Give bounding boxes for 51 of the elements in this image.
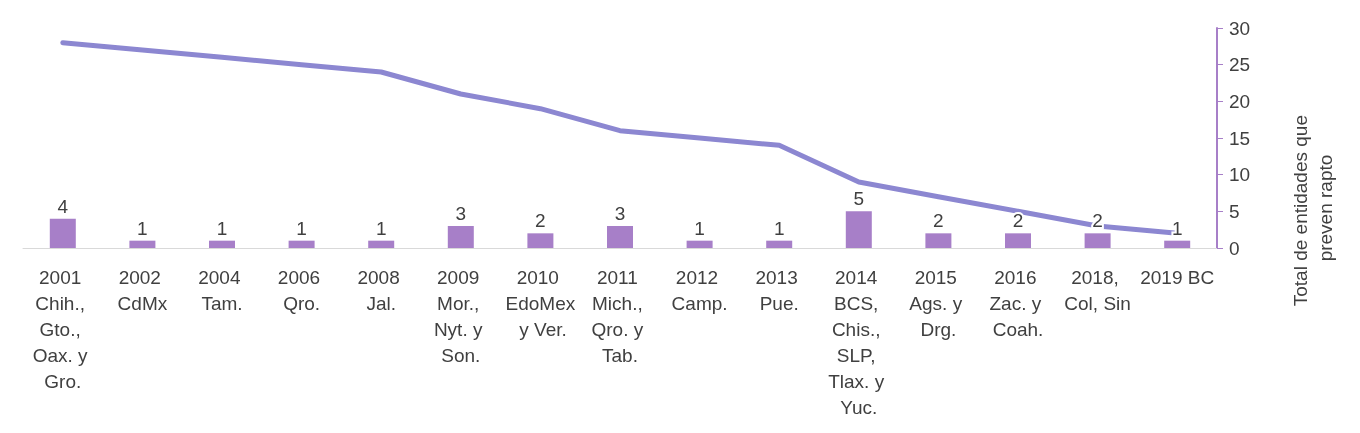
bar: [607, 226, 633, 248]
bar: [686, 240, 713, 248]
data-label: 2: [535, 210, 546, 232]
data-label: 5: [853, 188, 865, 210]
bar: [1005, 233, 1031, 248]
x-tick-label: 2001 Chih., Gto., Oax. y Gro.: [32, 266, 93, 392]
y-tick-label: 0: [1229, 237, 1240, 259]
data-label: 1: [216, 217, 228, 239]
data-label: 2: [1012, 210, 1024, 232]
y-tick-label: 15: [1229, 127, 1251, 149]
data-label: 2: [933, 210, 944, 232]
x-tick-label: 2015 Ags. y Drg.: [909, 266, 968, 340]
x-tick-label: 2006 Qro.: [277, 266, 326, 314]
x-tick-label: 2010 EdoMex y Ver.: [505, 266, 576, 340]
bar: [766, 240, 793, 248]
y-tick-label: 25: [1229, 54, 1251, 76]
bar: [368, 240, 395, 248]
x-tick-label: 2009 Mor., Nyt. y Son.: [433, 266, 488, 366]
bar: [845, 211, 872, 248]
data-label: 1: [375, 217, 387, 239]
y-axis-title: Total de entidades que preven rapto: [1290, 109, 1336, 307]
x-tick-label: 2004 Tam.: [198, 266, 246, 314]
data-label: 1: [694, 217, 705, 239]
bar: [209, 240, 235, 248]
y-tick-label: 5: [1229, 200, 1240, 222]
x-tick-label: 2013 Pue.: [755, 266, 803, 314]
bar: [1084, 233, 1111, 248]
x-tick-label: 2011 Mich., Qro. y Tab.: [591, 266, 649, 366]
data-label: 3: [455, 203, 467, 224]
y-tick-label: 20: [1229, 90, 1251, 112]
x-tick-label: 2014 BCS, Chis., SLP, Tlax. y Yuc.: [828, 266, 890, 418]
y-tick-label: 10: [1229, 164, 1251, 186]
y-tick-label: 30: [1229, 17, 1251, 39]
bar: [925, 233, 952, 248]
bar: [49, 218, 76, 248]
data-label: 1: [773, 217, 785, 239]
bar: [288, 240, 315, 248]
x-tick-label: 2002 CdMx: [117, 266, 168, 314]
x-tick-label: 2012 Camp.: [671, 266, 728, 314]
x-tick-label: 2018, Col, Sin: [1064, 266, 1131, 314]
x-tick-label: 2019 BC: [1140, 266, 1215, 288]
x-tick-label: 2016 Zac. y Coah.: [989, 266, 1047, 340]
bar: [527, 233, 554, 248]
bar: [447, 226, 474, 248]
data-label: 4: [57, 195, 69, 217]
x-tick-label: 2008 Jal.: [357, 266, 405, 314]
bar: [129, 240, 156, 248]
bar: [1164, 240, 1191, 248]
data-label: 3: [614, 203, 626, 224]
data-label: 1: [137, 217, 148, 239]
data-label: 1: [296, 217, 307, 239]
